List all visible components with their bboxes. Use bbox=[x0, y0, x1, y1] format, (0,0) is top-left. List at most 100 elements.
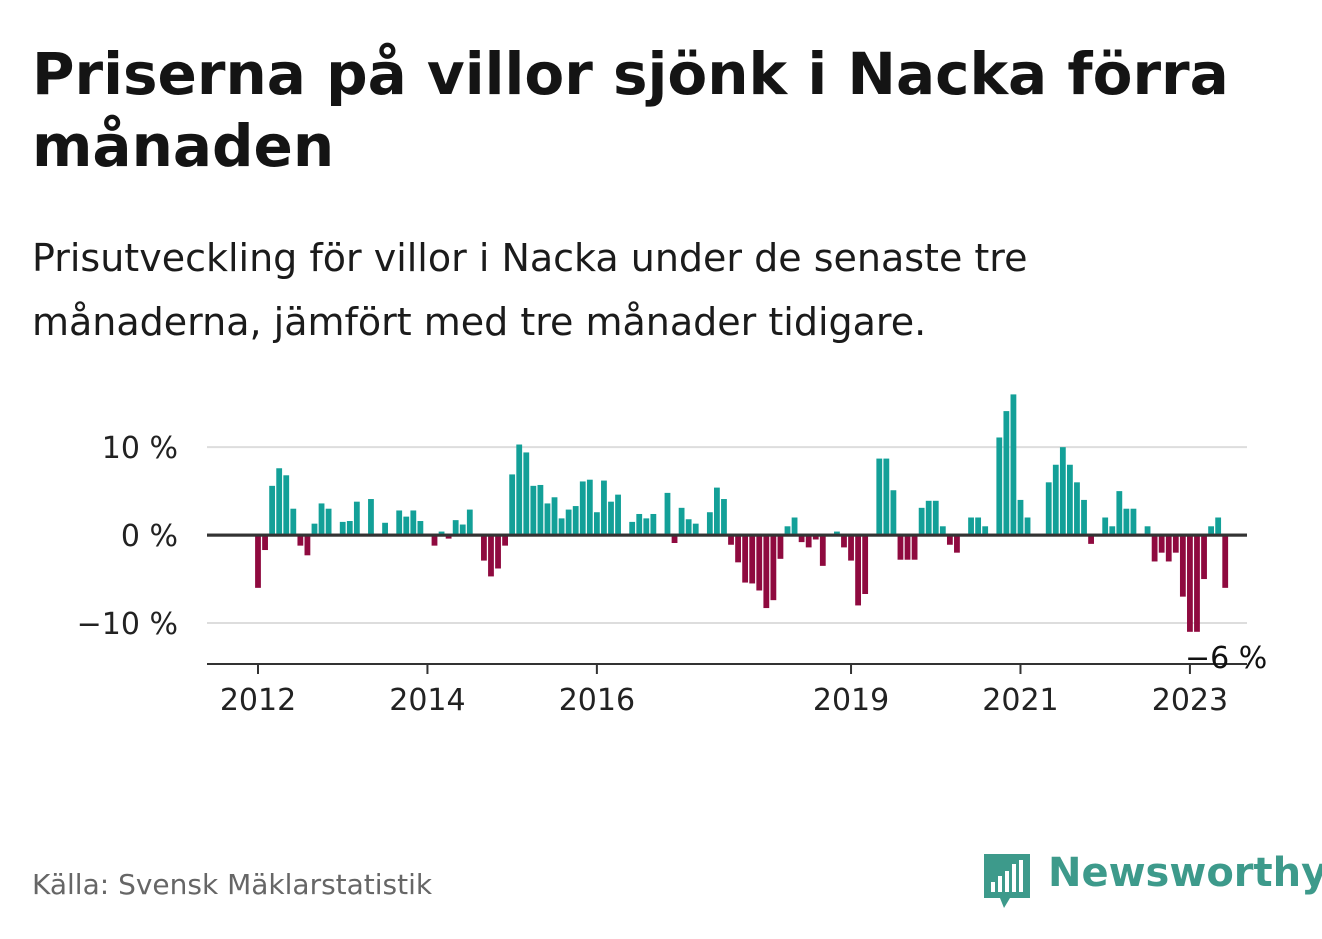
bar bbox=[1088, 535, 1094, 544]
last-value-label: −6 % bbox=[1185, 641, 1267, 676]
bar bbox=[636, 513, 643, 536]
bar bbox=[918, 507, 925, 536]
bar bbox=[255, 535, 261, 588]
bar bbox=[968, 517, 974, 536]
bar bbox=[452, 520, 459, 536]
bar bbox=[495, 535, 501, 569]
bar-chart: 10 % 0 % −10 % 2012 2014 2016 2019 2021 2023 −6… bbox=[77, 394, 1267, 718]
bar bbox=[459, 524, 466, 536]
bar bbox=[509, 474, 516, 536]
bar bbox=[1052, 464, 1059, 536]
bar bbox=[678, 507, 685, 536]
bar bbox=[1024, 517, 1031, 536]
bar bbox=[692, 523, 699, 536]
bar bbox=[445, 535, 452, 539]
bar bbox=[982, 526, 989, 536]
bar bbox=[650, 513, 657, 536]
bar bbox=[353, 501, 360, 536]
bar bbox=[841, 535, 847, 548]
bar bbox=[311, 523, 318, 536]
bar bbox=[438, 531, 445, 536]
bar bbox=[368, 499, 374, 536]
y-tick-labels: 10 % 0 % −10 % bbox=[77, 431, 178, 642]
bar bbox=[735, 535, 741, 563]
bar bbox=[276, 468, 283, 536]
bar bbox=[996, 437, 1003, 536]
bar bbox=[537, 484, 544, 536]
bar bbox=[897, 535, 904, 560]
bar bbox=[1165, 535, 1172, 562]
bar bbox=[410, 510, 417, 536]
bar bbox=[791, 517, 798, 536]
bar bbox=[954, 535, 960, 553]
bar bbox=[1010, 394, 1017, 536]
bar bbox=[925, 500, 932, 536]
bar bbox=[1222, 535, 1229, 588]
bar bbox=[304, 535, 311, 556]
bar bbox=[1194, 535, 1200, 632]
bar bbox=[523, 452, 530, 536]
bar bbox=[1116, 491, 1123, 536]
bar bbox=[1081, 499, 1087, 536]
bar bbox=[883, 458, 890, 536]
bar bbox=[911, 535, 918, 560]
x-tick-label: 2023 bbox=[1152, 683, 1228, 718]
bar bbox=[862, 535, 869, 594]
bar bbox=[1179, 535, 1186, 597]
x-tick-labels: 2012 2014 2016 2019 2021 2023 bbox=[220, 683, 1228, 718]
bar bbox=[565, 509, 572, 536]
bar bbox=[749, 535, 756, 584]
bar bbox=[290, 508, 297, 536]
bar bbox=[904, 535, 911, 560]
bar bbox=[671, 535, 678, 543]
bar bbox=[608, 501, 614, 536]
bar bbox=[1059, 447, 1066, 536]
x-tick-label: 2016 bbox=[559, 683, 635, 718]
source-credit: Källa: Svensk Mäklarstatistik bbox=[32, 868, 433, 901]
bar bbox=[403, 516, 410, 536]
bar bbox=[812, 535, 819, 540]
bar bbox=[1201, 535, 1207, 580]
newsworthy-logo-icon bbox=[984, 854, 1030, 908]
bar bbox=[890, 490, 897, 536]
bar bbox=[488, 535, 494, 577]
bar bbox=[530, 485, 537, 536]
bar bbox=[339, 521, 346, 536]
bar bbox=[1187, 535, 1193, 632]
bar bbox=[1045, 482, 1052, 536]
bar bbox=[417, 521, 424, 536]
bar bbox=[756, 535, 763, 591]
y-tick-label: −10 % bbox=[77, 607, 178, 642]
bar bbox=[685, 519, 692, 536]
bar bbox=[1102, 517, 1109, 536]
bar bbox=[1215, 517, 1222, 536]
bar bbox=[466, 509, 473, 536]
bar bbox=[777, 535, 784, 559]
bar bbox=[516, 444, 523, 536]
bar bbox=[1017, 499, 1024, 536]
bar bbox=[382, 522, 388, 536]
bar-series bbox=[207, 394, 1247, 632]
bar bbox=[932, 500, 939, 536]
bar bbox=[770, 535, 777, 601]
bar bbox=[396, 510, 403, 536]
x-tick-label: 2019 bbox=[813, 683, 889, 718]
bar bbox=[664, 492, 671, 536]
bar bbox=[855, 535, 861, 606]
bar bbox=[586, 479, 593, 536]
bar bbox=[1109, 526, 1116, 536]
bar bbox=[1144, 526, 1151, 536]
bar bbox=[805, 535, 812, 548]
bar bbox=[262, 535, 268, 551]
bar bbox=[1123, 508, 1130, 536]
bar bbox=[1003, 411, 1010, 536]
bar bbox=[728, 535, 734, 545]
bar bbox=[318, 503, 325, 536]
axes bbox=[207, 663, 1247, 674]
bar bbox=[643, 518, 650, 536]
y-tick-label: 10 % bbox=[102, 431, 178, 466]
bar bbox=[1158, 535, 1165, 553]
bar bbox=[1067, 464, 1073, 536]
x-tick-label: 2014 bbox=[389, 683, 465, 718]
bar bbox=[1074, 482, 1080, 536]
